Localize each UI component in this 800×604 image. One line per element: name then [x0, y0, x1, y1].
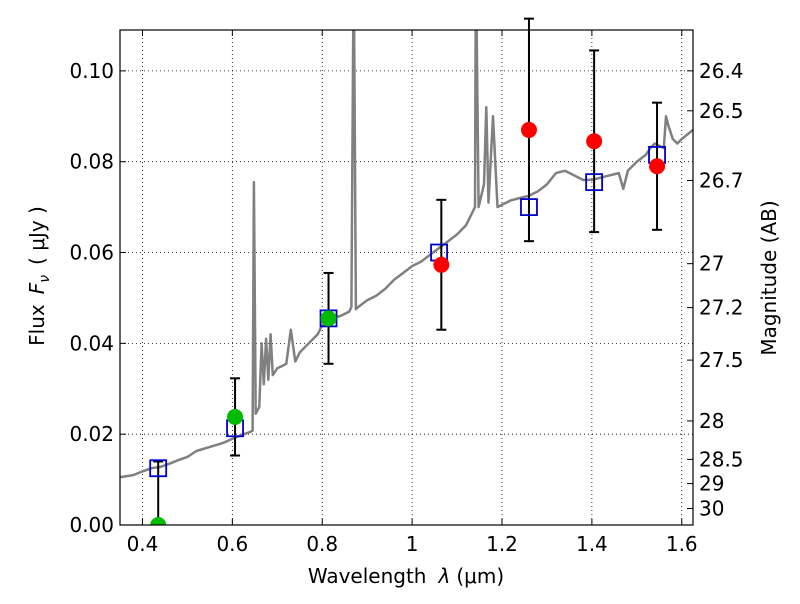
model-square: [585, 173, 604, 192]
x-tick-label: 1.4: [576, 532, 608, 556]
x-tick-label: 1: [406, 532, 419, 556]
y-tick-label: 0.08: [69, 150, 114, 174]
magnitude-axis-label: Magnitude (AB): [757, 200, 781, 355]
x-tick-label: 1.2: [486, 532, 518, 556]
x-axis-label-unit: (μm): [456, 564, 504, 588]
y-tick-label: 0.04: [69, 331, 114, 355]
model-square: [520, 198, 538, 217]
nir-point: [586, 133, 603, 150]
y-axis-label: Flux Fν ( μJy ): [25, 206, 53, 346]
observed-photometry: [150, 121, 666, 525]
y-tick-label: 0.10: [69, 59, 114, 83]
magnitude-tick-label: 26.5: [699, 99, 744, 123]
magnitude-tick-label: 27.5: [699, 348, 744, 372]
x-tick-label: 0.4: [127, 532, 159, 556]
magnitude-tick-label: 30: [699, 497, 724, 521]
nir-point: [433, 256, 450, 273]
magnitude-tick-label: 27.2: [699, 296, 744, 320]
y-axis-label-sub: ν: [37, 275, 53, 283]
x-axis-label-symbol: λ: [438, 564, 451, 588]
y-axis-label-unit: ( μJy ): [25, 206, 49, 265]
y-tick-label: 0.02: [69, 422, 114, 446]
spectrum-line: [120, 30, 693, 479]
optical-point: [150, 517, 167, 525]
y-axis-label-symbol: F: [25, 282, 49, 294]
magnitude-tick-label: 26.7: [699, 168, 744, 192]
nir-point: [649, 158, 666, 175]
y-axis: 0.00 0.02 0.04 0.06 0.08 0.10: [69, 59, 126, 537]
optical-point: [227, 408, 244, 425]
y-axis-label-prefix: Flux: [25, 304, 49, 346]
x-tick-label: 1.6: [666, 532, 698, 556]
magnitude-tick-label: 27: [699, 252, 724, 276]
magnitude-tick-label: 28: [699, 409, 724, 433]
plot-frame: [119, 29, 694, 526]
x-tick-label: 0.6: [216, 532, 248, 556]
magnitude-tick-label: 29: [699, 472, 724, 496]
magnitude-tick-label: 26.4: [699, 59, 744, 83]
nir-point: [520, 121, 537, 138]
grid: [120, 30, 693, 526]
optical-point: [320, 310, 337, 327]
y-tick-label: 0.00: [69, 513, 114, 537]
x-axis: 0.4 0.6 0.8 1 1.2 1.4 1.6: [127, 30, 698, 556]
y-tick-label: 0.06: [69, 241, 114, 265]
magnitude-tick-label: 28.5: [699, 447, 744, 471]
x-axis-label-prefix: Wavelength: [308, 564, 427, 588]
x-tick-label: 0.8: [306, 532, 338, 556]
model-square: [149, 459, 168, 478]
model-spectrum: [120, 30, 693, 479]
x-axis-label: Wavelength λ (μm): [308, 564, 504, 588]
